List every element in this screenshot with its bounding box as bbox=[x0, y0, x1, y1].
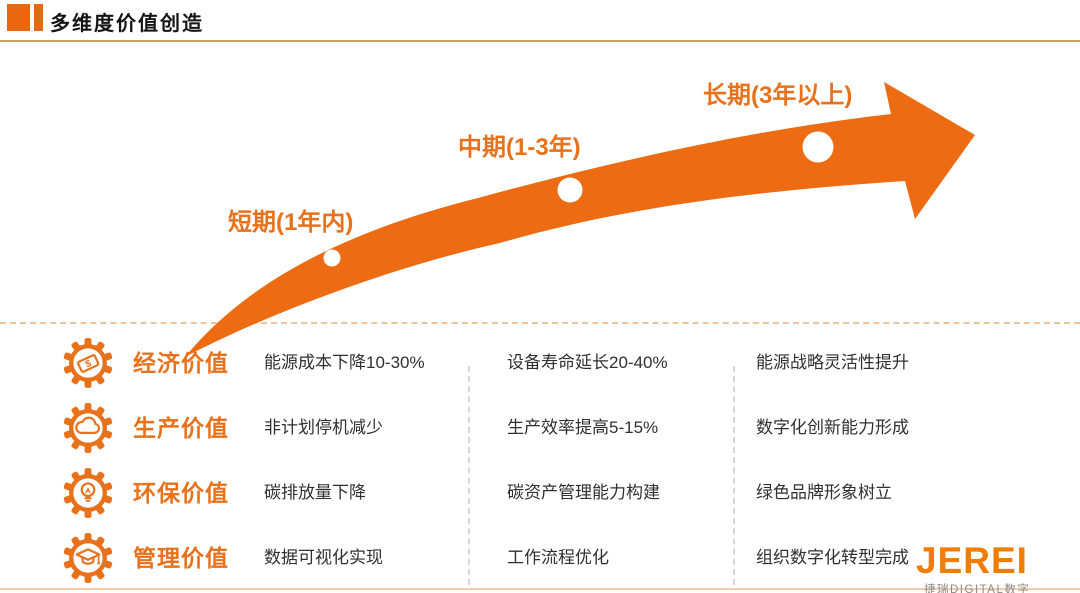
header-accent-bar-primary bbox=[7, 4, 30, 31]
row-value-mid: 生产效率提高5-15% bbox=[507, 418, 659, 437]
row-label-economic: 经济价值 bbox=[133, 350, 229, 376]
row-value-long: 绿色品牌形象树立 bbox=[756, 483, 892, 502]
row-value-long: 数字化创新能力形成 bbox=[756, 418, 909, 437]
value-row-management: 管理价值 数据可视化实现 工作流程优化 组织数字化转型完成 bbox=[0, 532, 1080, 584]
cloud-gear-icon bbox=[62, 402, 114, 454]
stage-label-mid-term: 中期(1-3年) bbox=[458, 134, 581, 161]
row-label-management: 管理价值 bbox=[133, 545, 229, 571]
brand-tagline: 捷瑞DIGITAL数字 bbox=[924, 584, 1031, 593]
row-value-long: 能源战略灵活性提升 bbox=[756, 353, 909, 372]
brand-logo: JEREI bbox=[916, 540, 1028, 581]
row-value-short: 数据可视化实现 bbox=[264, 548, 383, 567]
header-accent-bar-secondary bbox=[34, 4, 43, 31]
row-value-mid: 碳资产管理能力构建 bbox=[507, 483, 660, 502]
row-label-environmental: 环保价值 bbox=[133, 480, 229, 506]
row-value-short: 能源成本下降10-30% bbox=[264, 353, 425, 372]
svg-text:$: $ bbox=[84, 358, 94, 371]
milestone-dot-mid-term bbox=[557, 177, 583, 203]
value-row-environmental: 环保价值 碳排放量下降 碳资产管理能力构建 绿色品牌形象树立 bbox=[0, 467, 1080, 519]
row-value-short: 碳排放量下降 bbox=[264, 483, 366, 502]
money-gear-icon: $ bbox=[62, 337, 114, 389]
milestone-dot-short-term bbox=[323, 249, 341, 267]
stage-label-short-term: 短期(1年内) bbox=[228, 209, 354, 236]
section-divider-dashed bbox=[0, 322, 1080, 324]
cap-gear-icon bbox=[62, 532, 114, 584]
row-label-production: 生产价值 bbox=[133, 415, 229, 441]
row-value-mid: 工作流程优化 bbox=[507, 548, 609, 567]
milestone-dot-long-term bbox=[802, 131, 834, 163]
value-row-economic: $ 经济价值 能源成本下降10-30% 设备寿命延长20-40% 能源战略灵活性… bbox=[0, 337, 1080, 389]
column-divider-2 bbox=[733, 366, 735, 585]
row-value-long: 组织数字化转型完成 bbox=[756, 548, 909, 567]
row-value-short: 非计划停机减少 bbox=[264, 418, 383, 437]
footer-rule bbox=[0, 588, 1080, 590]
stage-label-long-term: 长期(3年以上) bbox=[703, 82, 853, 109]
column-divider-1 bbox=[468, 366, 470, 585]
row-value-mid: 设备寿命延长20-40% bbox=[507, 353, 668, 372]
header-rule bbox=[0, 40, 1080, 42]
page-title: 多维度价值创造 bbox=[50, 13, 204, 35]
value-row-production: 生产价值 非计划停机减少 生产效率提高5-15% 数字化创新能力形成 bbox=[0, 402, 1080, 454]
bulb-gear-icon bbox=[62, 467, 114, 519]
